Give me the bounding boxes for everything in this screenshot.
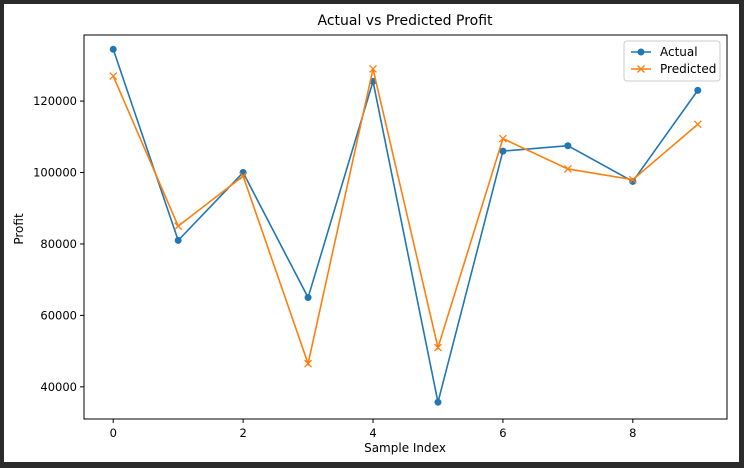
predicted-point <box>174 222 183 231</box>
predicted-point <box>693 120 702 129</box>
legend-box <box>623 40 721 82</box>
actual-point <box>109 45 117 53</box>
predicted-point <box>304 359 313 368</box>
x-tick-label: 0 <box>110 426 117 440</box>
actual-point <box>694 86 702 94</box>
legend-marker-stroke <box>637 65 645 73</box>
predicted-point-stroke <box>563 164 572 173</box>
y-tick-label: 80000 <box>40 237 77 251</box>
actual-point <box>499 147 507 155</box>
plot-area: 0 2 4 6 8 40000 60000 80000 100000 120000 <box>33 34 728 440</box>
series-line-predicted <box>112 68 699 367</box>
legend-label-predicted: Predicted <box>660 62 716 76</box>
legend: Actual Predicted <box>623 40 721 82</box>
predicted-point <box>434 343 442 352</box>
chart-title: Actual vs Predicted Profit <box>317 13 493 29</box>
legend-marker-predicted <box>637 65 645 73</box>
y-tick-label: 120000 <box>33 94 77 108</box>
y-tick-label: 60000 <box>40 308 77 322</box>
x-axis-label: Sample Index <box>364 441 446 455</box>
y-axis-label: Profit <box>12 213 26 245</box>
predicted-point <box>563 164 572 173</box>
predicted-point-stroke <box>498 134 507 143</box>
x-tick-label: 2 <box>239 426 246 440</box>
actual-point <box>174 236 182 244</box>
x-tick-label: 4 <box>369 426 376 440</box>
y-tick-label: 100000 <box>33 166 77 180</box>
predicted-point <box>109 72 118 81</box>
predicted-point-stroke <box>109 72 118 81</box>
actual-point <box>304 294 312 302</box>
predicted-point-stroke <box>434 343 442 352</box>
y-tick-label: 40000 <box>40 380 77 394</box>
predicted-point-stroke <box>239 172 248 181</box>
predicted-point-stroke <box>628 175 637 184</box>
series-line-actual <box>112 49 699 403</box>
predicted-point-stroke <box>174 222 183 231</box>
predicted-point <box>628 175 637 184</box>
predicted-point <box>239 172 248 181</box>
predicted-point <box>498 134 507 143</box>
actual-point <box>239 169 247 177</box>
predicted-point-stroke <box>369 64 377 73</box>
predicted-point-stroke <box>693 120 702 129</box>
x-tick-label: 8 <box>629 426 636 440</box>
legend-marker-actual <box>637 48 645 56</box>
axes-frame <box>83 34 728 420</box>
chart-svg: Actual vs Predicted Profit 0 2 4 6 8 40000 600… <box>12 13 728 455</box>
figure-frame: Actual vs Predicted Profit 0 2 4 6 8 40000 600… <box>4 4 739 462</box>
predicted-point-stroke <box>304 359 313 368</box>
x-tick-label: 6 <box>499 426 506 440</box>
predicted-point <box>369 64 377 73</box>
legend-label-actual: Actual <box>660 45 698 59</box>
actual-point <box>564 142 572 150</box>
actual-point <box>434 398 442 406</box>
